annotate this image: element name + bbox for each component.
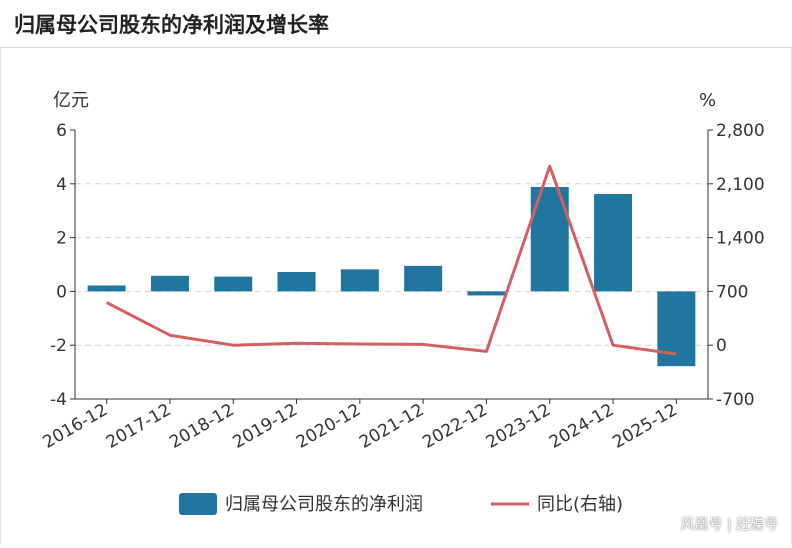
left-axis-tick-label: 4 <box>56 175 67 195</box>
left-axis-unit: 亿元 <box>53 90 89 111</box>
right-axis-tick-label: 0 <box>716 336 727 356</box>
x-axis-tick-label: 2023-12 <box>483 400 555 453</box>
left-axis-tick-label: -4 <box>50 390 67 410</box>
bar <box>214 276 253 292</box>
right-axis-tick-label: 700 <box>716 282 748 302</box>
x-axis-tick-label: 2025-12 <box>609 400 681 453</box>
left-axis-tick-label: -2 <box>50 336 67 356</box>
right-axis-tick-label: 2,100 <box>716 175 765 195</box>
left-axis-tick-label: 6 <box>56 121 67 141</box>
left-axis-tick-label: 0 <box>56 282 67 302</box>
chart-canvas: 亿元 %-4-20246-70007001,4002,1002,8002016-1… <box>40 90 765 515</box>
x-axis-tick-label: 2017-12 <box>103 400 175 453</box>
bar <box>404 265 443 292</box>
x-axis-tick-label: 2024-12 <box>546 400 618 453</box>
x-axis-tick-label: 2019-12 <box>230 400 302 453</box>
right-axis-tick-label: 2,800 <box>716 121 765 141</box>
watermark: 风凰号 | 赶碟号 <box>680 517 778 533</box>
chart-title: 归属母公司股东的净利润及增长率 <box>14 13 329 37</box>
yoy-line <box>105 164 677 356</box>
bar <box>594 194 633 292</box>
right-axis-tick-label: 1,400 <box>716 229 765 249</box>
right-axis-unit: % <box>699 90 716 111</box>
bar <box>467 291 506 296</box>
legend-label-bar: 归属母公司股东的净利润 <box>225 494 423 515</box>
bar <box>87 285 126 292</box>
chart-header: 归属母公司股东的净利润及增长率 <box>0 0 792 48</box>
legend-swatch-bar <box>179 493 217 515</box>
x-axis-tick-label: 2020-12 <box>293 400 365 453</box>
left-axis-tick-label: 2 <box>56 229 67 249</box>
bar <box>340 269 379 292</box>
x-axis-tick-label: 2022-12 <box>419 400 491 453</box>
bar <box>657 291 696 367</box>
x-axis-tick-label: 2018-12 <box>166 400 238 453</box>
x-axis-tick-label: 2021-12 <box>356 400 428 453</box>
bar <box>150 275 189 292</box>
chart-panel: 亿元% -4 -2 0 2 4 6 -700 0 700 1,400 2,100 2,800 2016-1… <box>0 48 792 544</box>
right-axis-tick-label: -700 <box>716 390 755 410</box>
legend-label-line: 同比(右轴) <box>537 494 623 515</box>
bar <box>277 272 316 292</box>
